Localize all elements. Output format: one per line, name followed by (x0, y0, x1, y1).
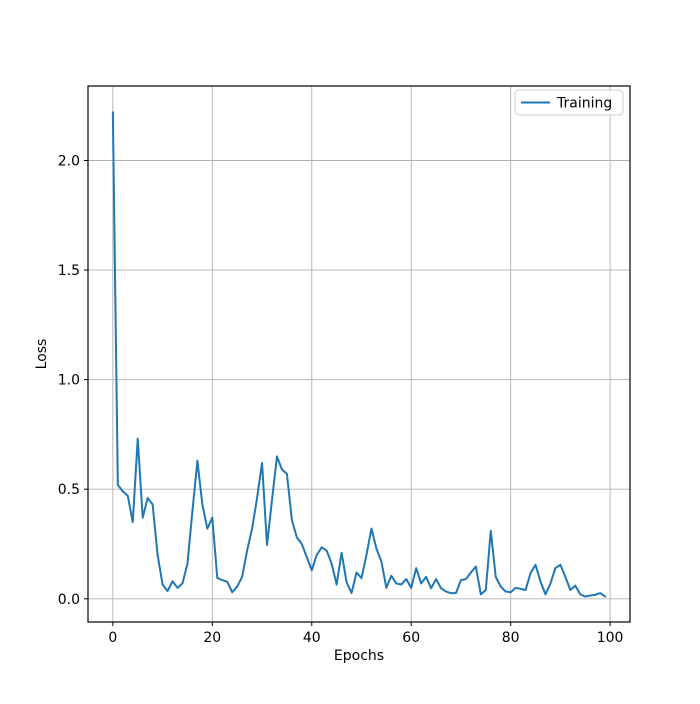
legend-box (514, 89, 624, 116)
training-loss-line (111, 111, 607, 598)
series-layer (111, 111, 607, 598)
plot-border (87, 85, 631, 623)
x-tick-label: 60 (402, 630, 420, 646)
legend-label: Training (556, 96, 612, 112)
y-tick-label: 0.5 (58, 482, 80, 498)
x-tick-label: 20 (203, 630, 221, 646)
y-tick-label: 1.0 (58, 373, 80, 389)
x-tick-label: 80 (502, 630, 520, 646)
y-tick-label: 2.0 (58, 154, 80, 170)
axes-layer: 0 20 40 60 80 100 0.0 0.5 1.0 1.5 2.0 (58, 85, 631, 646)
y-tick-label: 0.0 (58, 592, 80, 608)
x-tick-label: 40 (303, 630, 321, 646)
x-tick-label: 100 (597, 630, 624, 646)
y-tick-label: 1.5 (58, 263, 80, 279)
y-axis-label: Loss (34, 339, 50, 370)
legend: Training (514, 89, 624, 116)
x-axis-label: Epochs (334, 648, 384, 664)
x-tick-label: 0 (108, 630, 117, 646)
gridlines (88, 86, 630, 622)
